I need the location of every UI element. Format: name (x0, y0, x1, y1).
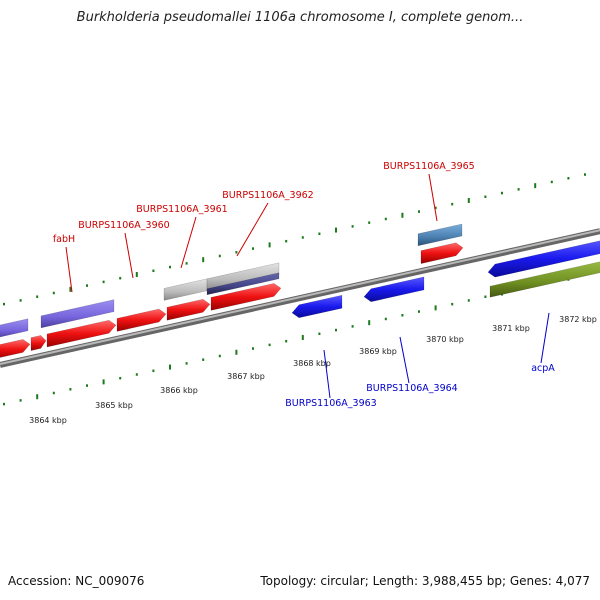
chromosome-backbone (0, 228, 600, 368)
label-burps1106a-3961-leader (180, 216, 197, 269)
label-burps1106a-3964-leader (399, 336, 410, 384)
label-burps1106a-3963: BURPS1106A_3963 (285, 398, 376, 409)
scale-labels: 3864 kbp 3865 kbp 3866 kbp 3867 kbp 3868 kbp… (29, 315, 597, 425)
gene-arrow-3960[interactable] (166, 298, 211, 321)
gene-arrow-3964[interactable] (363, 276, 425, 303)
scale-label: 3864 kbp (29, 416, 67, 425)
label-burps1106a-3965-leader (428, 173, 438, 222)
gene-arrow-fabh[interactable] (116, 308, 167, 332)
gene-arrow-blue[interactable] (487, 240, 600, 278)
gene-arrow-red[interactable] (0, 339, 31, 359)
label-burps1106a-3960: BURPS1106A_3960 (78, 220, 169, 231)
feature-darkpurple-3962[interactable] (206, 272, 280, 296)
label-burps1106a-3962: BURPS1106A_3962 (222, 190, 313, 201)
gene-arrow-red[interactable] (46, 319, 117, 348)
gene-arrow-3965[interactable] (420, 242, 464, 264)
scale-label: 3870 kbp (426, 335, 464, 344)
label-fabh: fabH (53, 234, 75, 245)
feature-olive-acpa[interactable] (489, 261, 600, 298)
scale-label: 3872 kbp (559, 315, 597, 324)
label-burps1106a-3960-leader (124, 232, 134, 279)
accession-text: Accession: NC_009076 (8, 574, 145, 588)
scale-label: 3866 kbp (160, 386, 198, 395)
label-burps1106a-3961: BURPS1106A_3961 (136, 204, 227, 215)
genome-summary-text: Topology: circular; Length: 3,988,455 bp… (260, 574, 590, 588)
gene-arrow-red[interactable] (30, 335, 47, 351)
label-acpa-leader (540, 312, 550, 364)
scale-ticks (3, 173, 586, 406)
label-burps1106a-3963-leader (323, 349, 331, 399)
label-acpa: acpA (531, 363, 555, 374)
map-title: Burkholderia pseudomallei 1106a chromoso… (76, 10, 524, 25)
label-burps1106a-3964: BURPS1106A_3964 (366, 383, 457, 394)
feature-gray-3960[interactable] (163, 278, 208, 301)
label-burps1106a-3962-leader (236, 202, 269, 257)
scale-label: 3867 kbp (227, 372, 265, 381)
gene-arrow-3961[interactable] (210, 283, 282, 311)
gene-features[interactable] (0, 223, 600, 360)
label-leaders (65, 173, 550, 399)
gene-arrow-3963[interactable] (291, 294, 343, 319)
backbone-highlight (0, 229, 600, 365)
scale-label: 3871 kbp (492, 324, 530, 333)
scale-label: 3869 kbp (359, 347, 397, 356)
scale-label: 3865 kbp (95, 401, 133, 410)
scale-label: 3868 kbp (293, 359, 331, 368)
feature-steel-3965[interactable] (417, 223, 463, 247)
label-fabh-leader (65, 246, 73, 293)
feature-purple[interactable] (0, 318, 29, 338)
label-burps1106a-3965: BURPS1106A_3965 (383, 161, 474, 172)
feature-purple[interactable] (40, 299, 115, 329)
